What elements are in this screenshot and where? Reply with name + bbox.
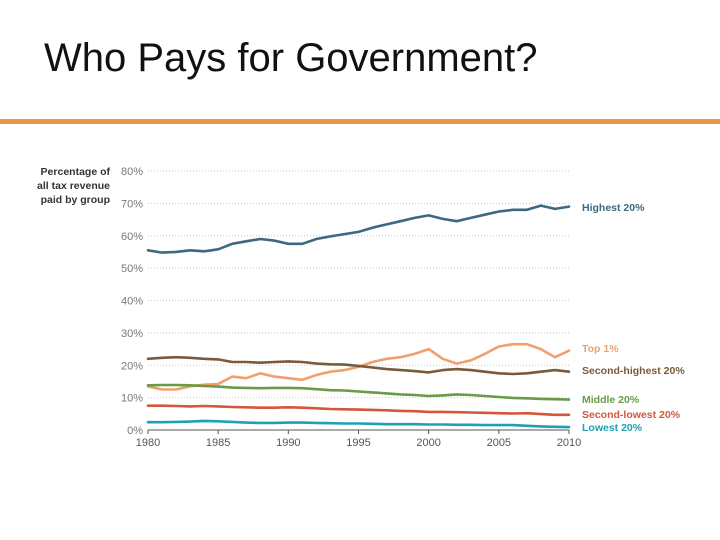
y-tick-label: 40% (121, 296, 143, 308)
series-line-second-lowest-20 (146, 404, 571, 417)
y-tick-label: 20% (121, 360, 143, 372)
y-tick-labels: 0% 10% 20% 30% 40% 50% 60% 70% 80% (121, 166, 143, 437)
y-tick-label: 30% (121, 328, 143, 340)
title-divider (0, 119, 720, 124)
x-tick-label: 2005 (487, 437, 511, 449)
x-tick-label: 1995 (346, 437, 370, 449)
y-tick-label: 0% (127, 425, 143, 437)
x-tick-labels: 1980 1985 1990 1995 2000 2005 2010 (136, 430, 581, 449)
y-axis-label-line-1: Percentage of (41, 166, 111, 178)
series-label-top-1: Top 1% (582, 343, 619, 355)
slide-title: Who Pays for Government? (44, 36, 538, 80)
gridlines (148, 170, 569, 399)
series-line-second-highest-20 (146, 355, 571, 376)
y-tick-label: 10% (121, 393, 143, 405)
y-tick-label: 60% (121, 231, 143, 243)
y-axis-label: Percentage of all tax revenue paid by gr… (37, 166, 110, 206)
series-line-lowest-20 (146, 419, 571, 429)
y-tick-label: 80% (121, 166, 143, 178)
series-label-highest-20: Highest 20% (582, 202, 645, 214)
y-tick-label: 50% (121, 263, 143, 275)
x-tick-label: 1980 (136, 437, 160, 449)
x-tick-label: 2000 (416, 437, 440, 449)
series-label-lowest-20: Lowest 20% (582, 422, 643, 434)
y-axis-label-line-3: paid by group (41, 194, 110, 206)
series-line-highest-20 (146, 204, 571, 254)
x-tick-label: 1985 (206, 437, 230, 449)
series-lines (146, 204, 571, 429)
x-tick-label: 2010 (557, 437, 581, 449)
series-label-second-lowest-20: Second-lowest 20% (582, 409, 681, 421)
y-axis-label-line-2: all tax revenue (37, 180, 110, 192)
series-label-second-highest-20: Second-highest 20% (582, 365, 685, 377)
series-line-middle-20 (146, 383, 571, 401)
y-tick-label: 70% (121, 198, 143, 210)
series-labels: Highest 20% Top 1% Second-highest 20% Middl… (582, 202, 685, 434)
series-label-middle-20: Middle 20% (582, 394, 640, 406)
x-tick-label: 1990 (276, 437, 300, 449)
